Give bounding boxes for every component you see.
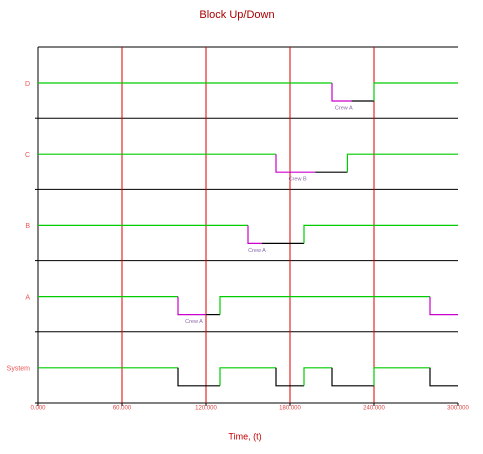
x-tick-label: 300.000	[447, 406, 469, 412]
row-label: B	[25, 223, 30, 230]
x-tick-label: 240.000	[363, 406, 385, 412]
x-tick-label: 180.000	[279, 406, 301, 412]
state-segment	[275, 367, 304, 387]
row-label: D	[25, 81, 30, 88]
row-label: System	[7, 366, 31, 373]
chart-title: Block Up/Down	[199, 9, 274, 21]
state-segment	[219, 296, 430, 315]
state-segment	[373, 82, 458, 101]
row-label: C	[25, 152, 30, 159]
state-segment	[303, 224, 458, 244]
x-tick-label: 0.000	[30, 406, 46, 412]
state-segment	[177, 367, 220, 387]
state-segment	[219, 367, 276, 386]
crew-label: Crew A	[248, 248, 266, 254]
state-segment	[346, 153, 458, 173]
state-segment	[177, 296, 206, 316]
crew-label: Crew B	[289, 177, 307, 183]
x-axis-label: Time, (t)	[228, 431, 261, 441]
x-tick-label: 60.000	[113, 406, 132, 412]
state-segment	[303, 367, 332, 386]
state-segment	[275, 154, 316, 173]
row-label: A	[25, 294, 30, 301]
state-segment	[429, 367, 458, 387]
state-segment	[373, 367, 430, 386]
x-tick-label: 120.000	[195, 406, 217, 412]
crew-label: Crew A	[185, 319, 203, 325]
state-segment	[247, 225, 262, 244]
crew-label: Crew A	[335, 105, 353, 111]
state-segment	[331, 367, 374, 387]
state-segment	[429, 296, 458, 316]
state-segment	[331, 83, 352, 102]
